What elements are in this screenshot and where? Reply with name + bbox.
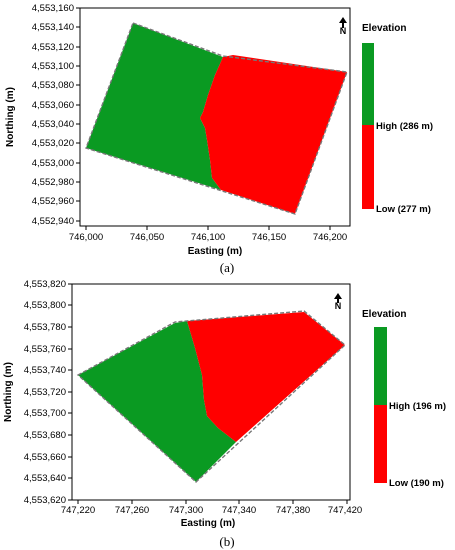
- y-tick-label: 4,553,740: [24, 365, 66, 376]
- y-tick-label: 4,553,800: [24, 300, 66, 311]
- y-axis-a: 4,553,160 4,553,140 4,553,120 4,553,100 …: [32, 3, 80, 227]
- x-axis-title-b: Easting (m): [181, 518, 235, 529]
- y-tick-label: 4,553,660: [24, 452, 66, 463]
- x-tick-label: 746,150: [252, 232, 286, 243]
- x-tick-label: 746,100: [191, 232, 225, 243]
- x-tick-label: 747,420: [328, 505, 362, 516]
- legend-high-label-b: High (196 m): [389, 401, 446, 412]
- x-tick-label: 747,380: [276, 505, 310, 516]
- x-tick-label: 747,220: [61, 505, 95, 516]
- low-elevation-zone-b: [187, 312, 345, 442]
- x-tick-label: 747,300: [169, 505, 203, 516]
- x-tick-label: 747,260: [115, 505, 149, 516]
- x-tick-label: 747,340: [222, 505, 256, 516]
- y-tick-label: 4,552,960: [32, 196, 74, 207]
- y-tick-label: 4,553,120: [32, 42, 74, 53]
- x-tick-label: 746,000: [69, 232, 103, 243]
- legend-b: Elevation High (196 m) Low (190 m): [362, 309, 446, 489]
- legend-title-b: Elevation: [362, 309, 406, 320]
- y-tick-label: 4,553,680: [24, 430, 66, 441]
- y-tick-label: 4,553,100: [32, 61, 74, 72]
- x-axis-b: 747,220 747,260 747,300 747,340 747,380 …: [61, 500, 362, 516]
- high-elevation-zone-b: [78, 321, 236, 482]
- y-tick-label: 4,553,060: [32, 100, 74, 111]
- field-boundary-a: [85, 22, 348, 215]
- y-axis-b: 4,553,820 4,553,800 4,553,780 4,553,760 …: [24, 279, 72, 506]
- y-tick-label: 4,553,700: [24, 408, 66, 419]
- caption-a: (a): [220, 260, 234, 275]
- legend-high-swatch-a: [362, 43, 374, 125]
- y-tick-label: 4,552,980: [32, 177, 74, 188]
- y-tick-label: 4,553,000: [32, 158, 74, 169]
- y-tick-label: 4,553,020: [32, 138, 74, 149]
- north-label: N: [335, 301, 342, 311]
- y-tick-label: 4,552,940: [32, 216, 74, 227]
- x-tick-label: 746,200: [313, 232, 347, 243]
- y-tick-label: 4,553,640: [24, 473, 66, 484]
- y-tick-label: 4,553,080: [32, 80, 74, 91]
- legend-title-a: Elevation: [362, 23, 406, 34]
- legend-high-label-a: High (286 m): [376, 121, 433, 132]
- legend-high-swatch-b: [374, 327, 387, 405]
- north-arrow-icon: N: [334, 293, 342, 311]
- x-axis-title-a: Easting (m): [188, 246, 242, 257]
- legend-low-label-b: Low (190 m): [389, 478, 444, 489]
- panel-a: 4,553,160 4,553,140 4,553,120 4,553,100 …: [5, 3, 433, 275]
- north-arrow-icon: N: [339, 17, 347, 36]
- low-elevation-zone-a: [200, 55, 347, 214]
- y-tick-label: 4,553,140: [32, 22, 74, 33]
- panel-b: 4,553,820 4,553,800 4,553,780 4,553,760 …: [3, 279, 446, 549]
- legend-low-swatch-a: [362, 125, 374, 209]
- field-boundary-b: [76, 310, 347, 483]
- y-tick-label: 4,553,040: [32, 119, 74, 130]
- y-tick-label: 4,553,720: [24, 387, 66, 398]
- y-axis-title-b: Northing (m): [3, 362, 14, 422]
- legend-a: Elevation High (286 m) Low (277 m): [362, 23, 433, 215]
- high-elevation-zone-a: [86, 23, 223, 190]
- caption-b: (b): [219, 534, 234, 549]
- y-tick-label: 4,553,780: [24, 322, 66, 333]
- y-tick-label: 4,553,820: [24, 279, 66, 290]
- x-axis-a: 746,000 746,050 746,100 746,150 746,200: [69, 226, 347, 243]
- y-axis-title-a: Northing (m): [5, 87, 16, 147]
- north-label: N: [340, 26, 347, 36]
- x-tick-label: 746,050: [130, 232, 164, 243]
- y-tick-label: 4,553,620: [24, 495, 66, 506]
- legend-low-label-a: Low (277 m): [376, 204, 431, 215]
- y-tick-label: 4,553,760: [24, 344, 66, 355]
- legend-low-swatch-b: [374, 405, 387, 483]
- y-tick-label: 4,553,160: [32, 3, 74, 14]
